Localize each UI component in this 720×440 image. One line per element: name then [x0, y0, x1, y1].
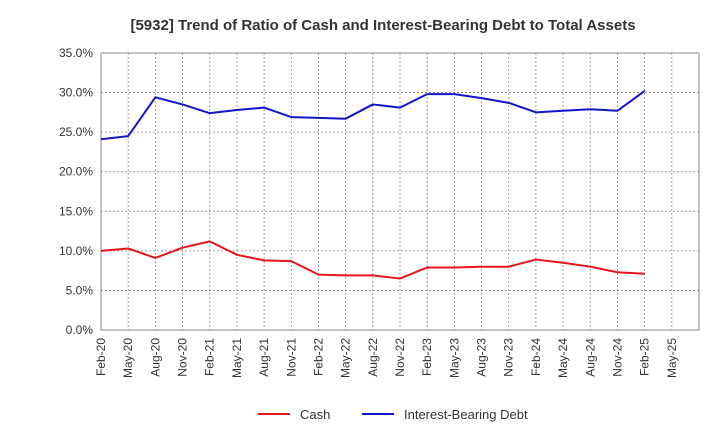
x-tick-label: Feb-24 [529, 338, 543, 376]
x-tick-label: Feb-21 [203, 338, 217, 376]
x-tick-label: Feb-22 [311, 338, 325, 376]
y-axis: 0.0% 5.0% 10.0% 15.0% 20.0% 25.0% 30.0% 35.0% [59, 46, 93, 337]
y-tick-label: 0.0% [66, 323, 94, 337]
series-lines [100, 90, 646, 280]
x-tick-label: Aug-23 [475, 338, 489, 377]
legend-label-cash: Cash [300, 407, 330, 422]
y-tick-label: 30.0% [59, 86, 93, 100]
x-tick-label: Nov-24 [610, 338, 624, 377]
y-tick-label: 5.0% [66, 283, 94, 297]
y-tick-label: 35.0% [59, 46, 93, 60]
x-tick-label: May-23 [447, 338, 461, 378]
x-tick-label: May-21 [230, 338, 244, 378]
series-line-cash [100, 240, 645, 280]
x-tick-label: Nov-21 [284, 338, 298, 377]
y-tick-label: 20.0% [59, 165, 93, 179]
x-tick-label: Feb-20 [94, 338, 108, 376]
y-tick-label: 10.0% [59, 244, 93, 258]
x-tick-label: Aug-20 [148, 338, 162, 377]
plot-frame [100, 52, 700, 331]
x-axis: Feb-20 May-20 Aug-20 Nov-20 Feb-21 May-21 Aug-… [94, 338, 679, 378]
x-tick-label: Aug-24 [583, 338, 597, 377]
x-tick-label: Nov-23 [502, 338, 516, 377]
x-tick-label: May-20 [121, 338, 135, 378]
x-tick-label: May-24 [556, 338, 570, 378]
x-tick-label: Nov-22 [393, 338, 407, 377]
legend: Cash Interest-Bearing Debt [258, 407, 528, 422]
x-tick-label: Nov-20 [176, 338, 190, 377]
x-tick-label: Feb-23 [420, 338, 434, 376]
series-line-interest-bearing-debt [100, 90, 646, 141]
y-tick-label: 15.0% [59, 204, 93, 218]
x-tick-label: Feb-25 [638, 338, 652, 376]
legend-label-interest-bearing-debt: Interest-Bearing Debt [404, 407, 528, 422]
plot-grid [101, 53, 699, 330]
x-tick-label: May-25 [665, 338, 679, 378]
x-tick-label: May-22 [339, 338, 353, 378]
x-tick-label: Aug-21 [257, 338, 271, 377]
y-tick-label: 25.0% [59, 125, 93, 139]
x-tick-label: Aug-22 [366, 338, 380, 377]
chart-title: [5932] Trend of Ratio of Cash and Intere… [130, 17, 635, 34]
